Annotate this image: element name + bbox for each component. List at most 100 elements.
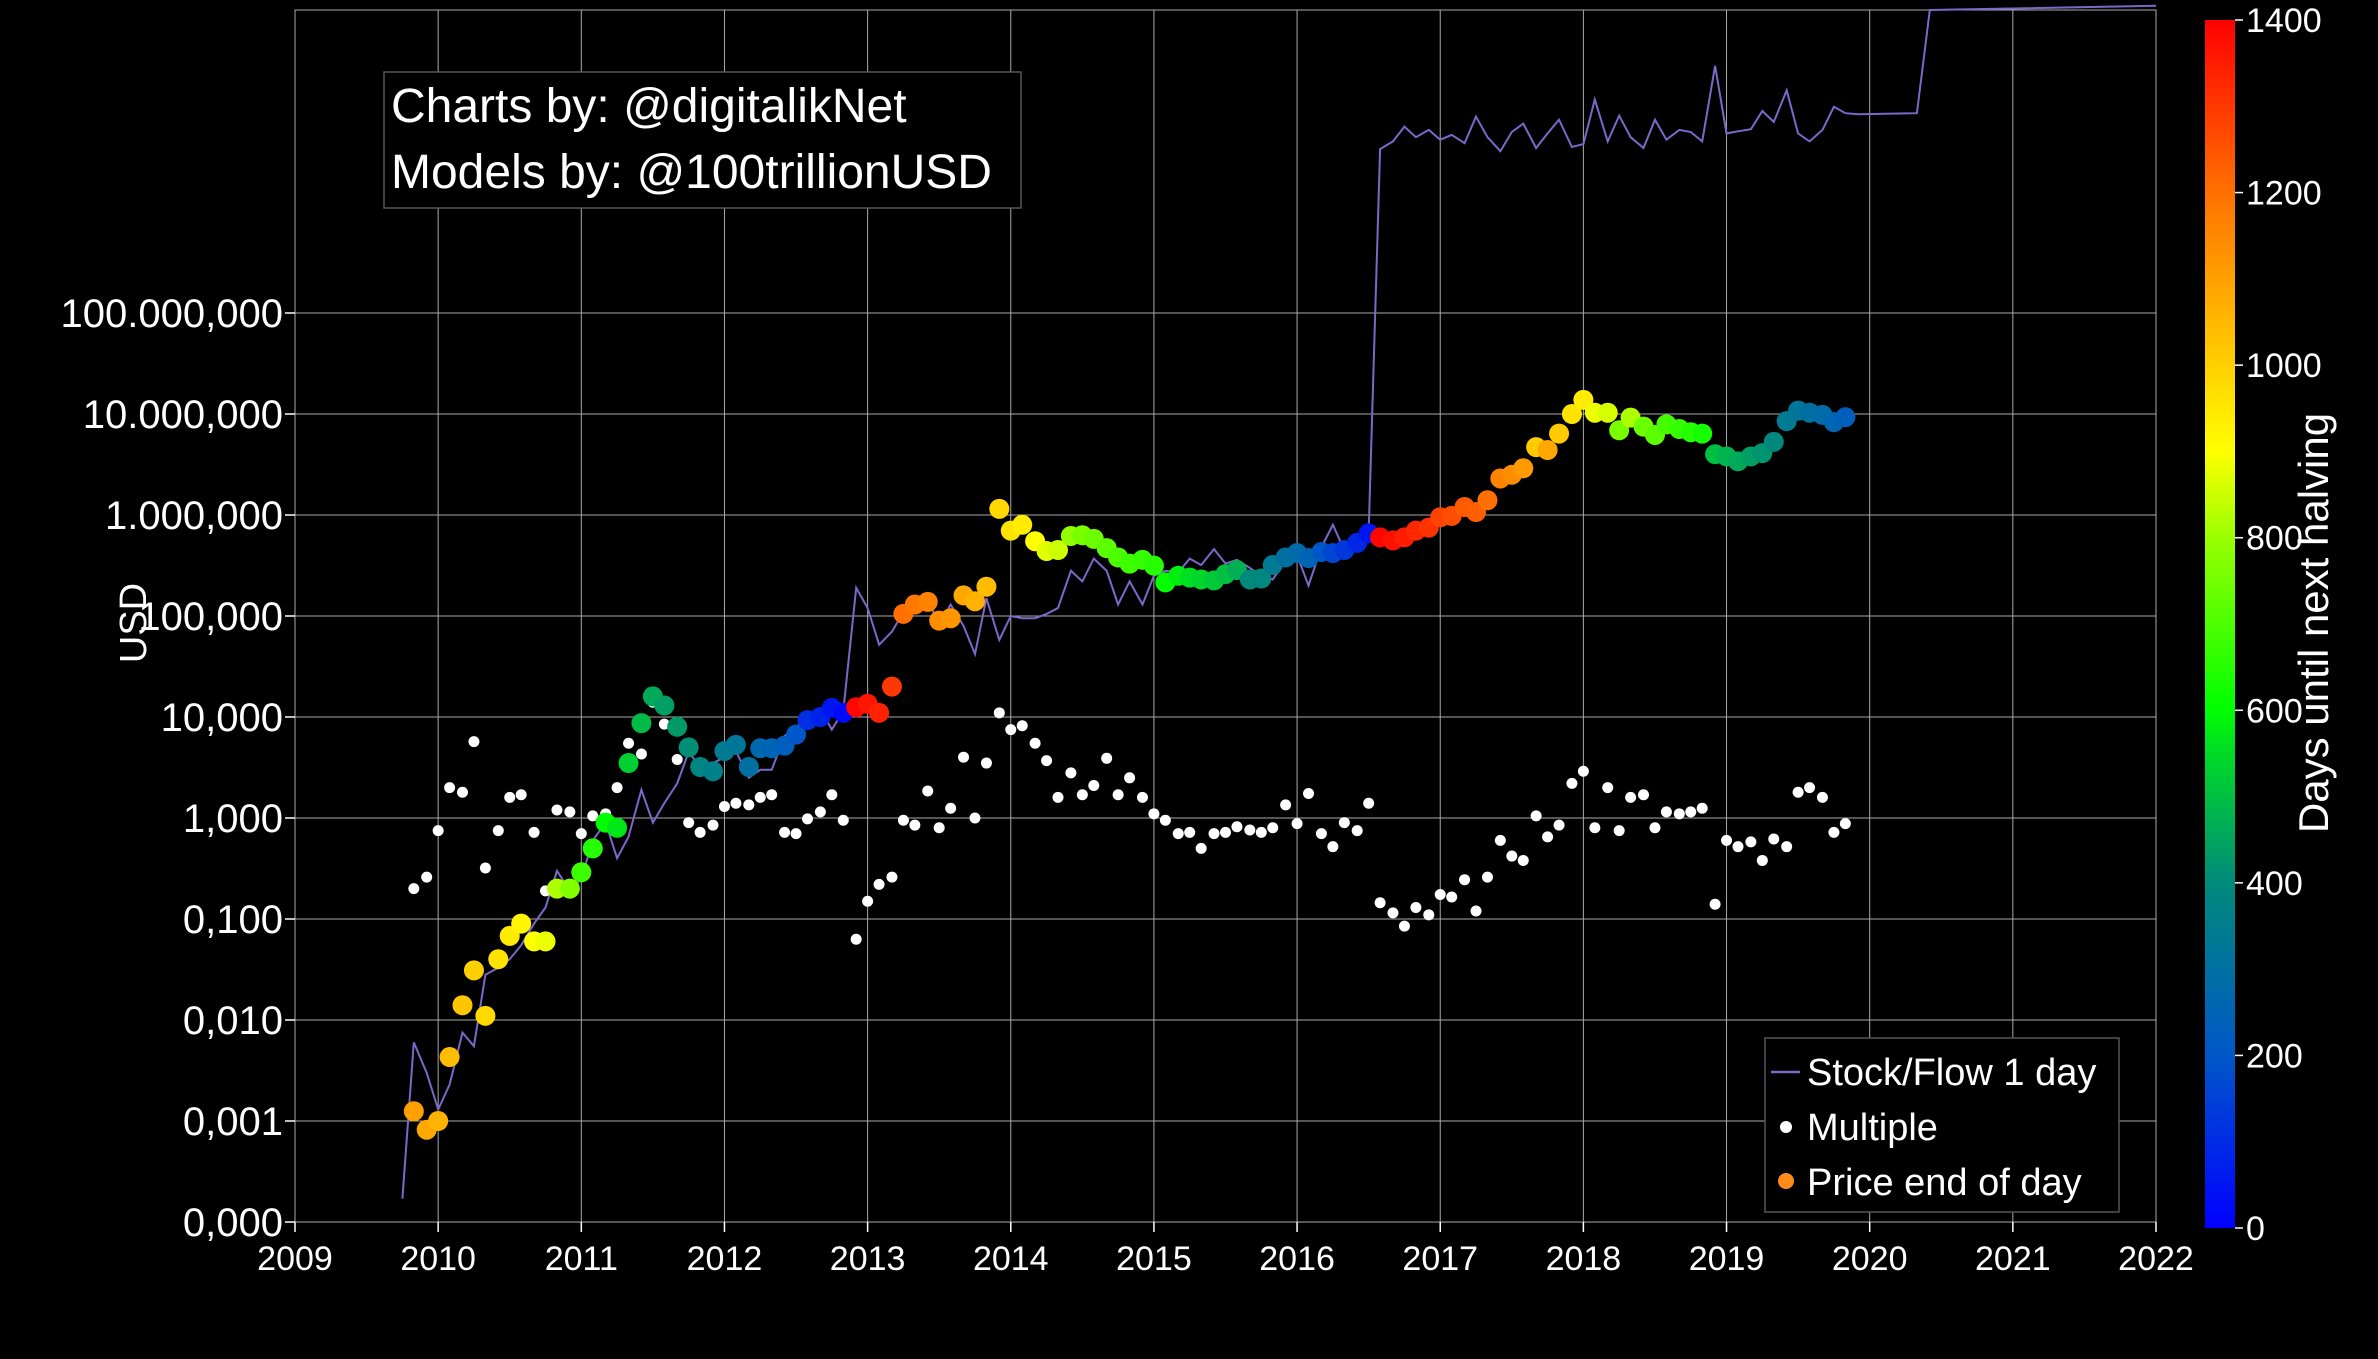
colorbar-tick-label: 1000 xyxy=(2246,347,2322,385)
multiple-point xyxy=(1159,814,1171,826)
multiple-point xyxy=(1589,822,1601,834)
multiple-point xyxy=(1566,777,1578,789)
price-point xyxy=(1477,490,1498,511)
multiple-point xyxy=(515,789,527,801)
multiple-point xyxy=(1148,808,1160,820)
multiple-point xyxy=(814,806,826,818)
multiple-point xyxy=(564,806,576,818)
price-point xyxy=(667,716,688,737)
y-tick-label: 0,010 xyxy=(183,999,283,1043)
price-point xyxy=(678,737,699,758)
annotation-line-2: Models by: @100trillionUSD xyxy=(391,146,992,199)
multiple-point xyxy=(1828,826,1840,838)
multiple-point xyxy=(1255,826,1267,838)
legend: Stock/Flow 1 day Multiple Price end of d… xyxy=(1764,1037,2120,1213)
price-point xyxy=(1561,404,1582,424)
price-point xyxy=(618,753,639,774)
multiple-point xyxy=(958,751,970,763)
price-point xyxy=(607,817,628,838)
colorbar-gradient xyxy=(2205,20,2235,1228)
multiple-point xyxy=(1577,765,1589,777)
multiple-point xyxy=(922,785,934,797)
y-tick-label: 100.000,000 xyxy=(61,292,283,336)
price-point xyxy=(989,498,1010,519)
legend-label-multiple: Multiple xyxy=(1807,1107,1938,1149)
multiple-point xyxy=(1267,822,1279,834)
x-tick-label: 2009 xyxy=(257,1240,333,1278)
multiple-point xyxy=(1649,822,1661,834)
multiple-point xyxy=(1673,808,1685,820)
x-tick-label: 2022 xyxy=(2118,1240,2194,1278)
x-tick-label: 2010 xyxy=(400,1240,476,1278)
multiple-point xyxy=(850,933,862,945)
price-point xyxy=(582,838,603,859)
multiple-point xyxy=(408,883,420,895)
price-point xyxy=(452,995,473,1016)
x-tick-label: 2012 xyxy=(687,1240,763,1278)
multiple-point xyxy=(1660,806,1672,818)
multiple-point xyxy=(1721,834,1733,846)
multiple-point xyxy=(421,871,433,883)
multiple-point xyxy=(1005,724,1017,736)
multiple-point xyxy=(1434,888,1446,900)
colorbar-tick-label: 400 xyxy=(2246,865,2303,903)
multiple-point xyxy=(980,757,992,769)
multiple-point xyxy=(1481,871,1493,883)
colorbar-tick-label: 600 xyxy=(2246,692,2303,730)
multiple-point xyxy=(1101,752,1113,764)
multiple-point xyxy=(1506,850,1518,862)
x-tick-label: 2019 xyxy=(1689,1240,1765,1278)
multiple-point xyxy=(1291,818,1303,830)
multiple-point xyxy=(730,797,742,809)
price-point xyxy=(403,1101,424,1122)
price-point xyxy=(654,695,675,716)
multiple-point xyxy=(1530,810,1542,822)
multiple-point xyxy=(1423,909,1435,921)
multiple-point xyxy=(1781,841,1793,853)
multiple-point xyxy=(718,800,730,812)
multiple-point xyxy=(1124,772,1136,784)
annotation-line-1: Charts by: @digitalikNet xyxy=(391,80,907,133)
price-point xyxy=(1835,407,1856,428)
y-tick-label: 10.000,000 xyxy=(83,393,283,437)
multiple-point xyxy=(862,895,874,907)
price-point xyxy=(1251,568,1272,589)
x-tick-label: 2018 xyxy=(1546,1240,1622,1278)
multiple-point xyxy=(635,748,647,760)
legend-dot-multiple xyxy=(1780,1121,1792,1133)
price-point xyxy=(631,713,652,734)
multiple-point xyxy=(1244,824,1256,836)
multiple-point xyxy=(801,813,813,825)
multiple-point xyxy=(1816,791,1828,803)
multiple-point xyxy=(587,810,599,822)
multiple-point xyxy=(1029,737,1041,749)
price-point xyxy=(1537,440,1558,461)
multiple-point xyxy=(1351,825,1363,837)
price-point xyxy=(1692,423,1713,444)
multiple-point xyxy=(897,814,909,826)
multiple-point xyxy=(1553,819,1565,831)
x-tick-label: 2017 xyxy=(1402,1240,1478,1278)
multiple-point xyxy=(754,791,766,803)
price-point xyxy=(475,1005,496,1026)
multiple-point xyxy=(468,736,480,748)
multiple-point xyxy=(1804,782,1816,794)
price-point xyxy=(1597,402,1618,423)
x-axis-ticks: 2009 2010 2011 2012 2013 2014 2015 2016 2017 2018… xyxy=(257,1222,2194,1278)
price-point xyxy=(725,734,746,755)
multiple-point xyxy=(993,707,1005,719)
price-point xyxy=(1763,431,1784,452)
y-axis-label: USD xyxy=(113,583,155,663)
multiple-point xyxy=(1685,806,1697,818)
x-tick-label: 2011 xyxy=(545,1240,618,1278)
legend-dot-price xyxy=(1778,1173,1794,1189)
multiple-point xyxy=(1387,907,1399,919)
multiple-point xyxy=(1231,821,1243,833)
y-tick-label: 0,001 xyxy=(183,1100,283,1144)
price-point xyxy=(1048,540,1069,561)
legend-label-stock-flow: Stock/Flow 1 day xyxy=(1807,1052,2096,1094)
multiple-point xyxy=(909,819,921,831)
multiple-point xyxy=(551,804,563,816)
multiple-point xyxy=(1280,799,1292,811)
